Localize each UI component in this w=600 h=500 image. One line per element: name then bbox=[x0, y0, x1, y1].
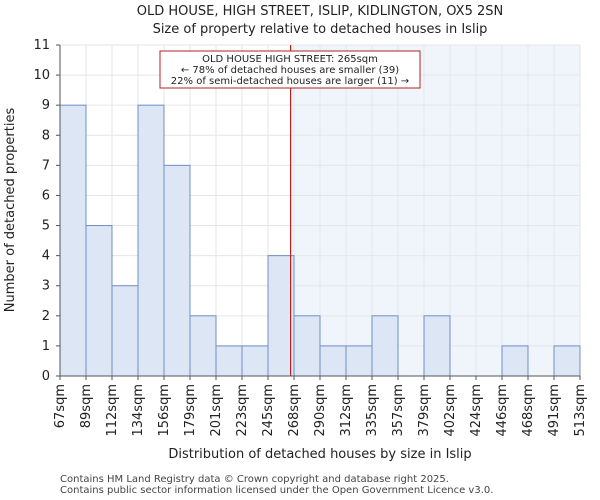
y-tick-label: 1 bbox=[42, 339, 50, 354]
bar-268sqm bbox=[293, 315, 321, 377]
x-tick-label: 290sqm bbox=[313, 384, 328, 437]
bar-67sqm bbox=[59, 104, 87, 377]
footer-line-1: Contains HM Land Registry data © Crown c… bbox=[60, 474, 449, 485]
y-axis-label: Number of detached properties bbox=[3, 108, 18, 313]
bar-491sqm bbox=[553, 345, 581, 377]
y-tick-label: 3 bbox=[42, 279, 50, 294]
x-tick-label: 67sqm bbox=[53, 384, 68, 428]
x-tick-label: 491sqm bbox=[547, 384, 562, 437]
bar-245sqm bbox=[267, 255, 295, 377]
bar-201sqm bbox=[215, 345, 243, 377]
y-tick-label: 2 bbox=[42, 309, 50, 324]
x-tick-label: 424sqm bbox=[469, 384, 484, 437]
x-tick-label: 245sqm bbox=[261, 384, 276, 437]
x-tick-label: 402sqm bbox=[443, 384, 458, 437]
bar-89sqm bbox=[85, 225, 113, 377]
x-tick-label: 268sqm bbox=[287, 384, 302, 437]
bar-446sqm bbox=[501, 345, 529, 377]
x-tick-label: 156sqm bbox=[157, 384, 172, 437]
x-tick-label: 179sqm bbox=[183, 384, 198, 437]
y-tick-label: 11 bbox=[33, 38, 50, 53]
x-tick-label: 134sqm bbox=[131, 384, 146, 437]
bar-156sqm bbox=[163, 164, 191, 377]
bar-223sqm bbox=[241, 345, 269, 377]
plot-area: 0 1 2 3 4 5 6 7 8 9 10 11 67sqm 89sqm 112sqm 134sqm 156s… bbox=[33, 38, 588, 437]
x-tick-label: 312sqm bbox=[339, 384, 354, 437]
x-tick-label: 446sqm bbox=[495, 384, 510, 437]
footer-line-2: Contains public sector information licen… bbox=[60, 485, 493, 496]
y-tick-label: 5 bbox=[42, 219, 50, 234]
y-tick-label: 10 bbox=[33, 68, 50, 83]
x-tick-label: 223sqm bbox=[235, 384, 250, 437]
annotation-line: 22% of semi-detached houses are larger (… bbox=[171, 76, 409, 87]
bar-179sqm bbox=[189, 315, 217, 377]
x-tick-label: 379sqm bbox=[417, 384, 432, 437]
y-tick-label: 6 bbox=[42, 188, 50, 203]
bar-134sqm bbox=[137, 104, 165, 377]
x-tick-label: 201sqm bbox=[209, 384, 224, 437]
x-tick-label: 335sqm bbox=[365, 384, 380, 437]
bar-112sqm bbox=[111, 285, 139, 377]
x-tick-label: 357sqm bbox=[391, 384, 406, 437]
chart-title: OLD HOUSE, HIGH STREET, ISLIP, KIDLINGTO… bbox=[137, 4, 504, 19]
x-tick-label: 89sqm bbox=[79, 384, 94, 428]
y-tick-label: 8 bbox=[42, 128, 50, 143]
y-tick-label: 7 bbox=[42, 158, 50, 173]
bar-290sqm bbox=[319, 345, 347, 377]
x-tick-label: 112sqm bbox=[105, 384, 120, 437]
annotation-line: ← 78% of detached houses are smaller (39… bbox=[181, 65, 399, 76]
bar-335sqm bbox=[371, 315, 399, 377]
annotation-line: OLD HOUSE HIGH STREET: 265sqm bbox=[202, 54, 378, 65]
annotation-box bbox=[159, 50, 421, 89]
bar-312sqm bbox=[345, 345, 373, 377]
bar-379sqm bbox=[423, 315, 451, 377]
x-tick-label: 513sqm bbox=[573, 384, 588, 437]
y-tick-label: 0 bbox=[42, 369, 50, 384]
x-axis-label: Distribution of detached houses by size … bbox=[168, 447, 471, 462]
x-tick-label: 468sqm bbox=[521, 384, 536, 437]
chart-subtitle: Size of property relative to detached ho… bbox=[153, 22, 488, 37]
y-tick-label: 9 bbox=[42, 98, 50, 113]
y-tick-label: 4 bbox=[42, 249, 50, 264]
